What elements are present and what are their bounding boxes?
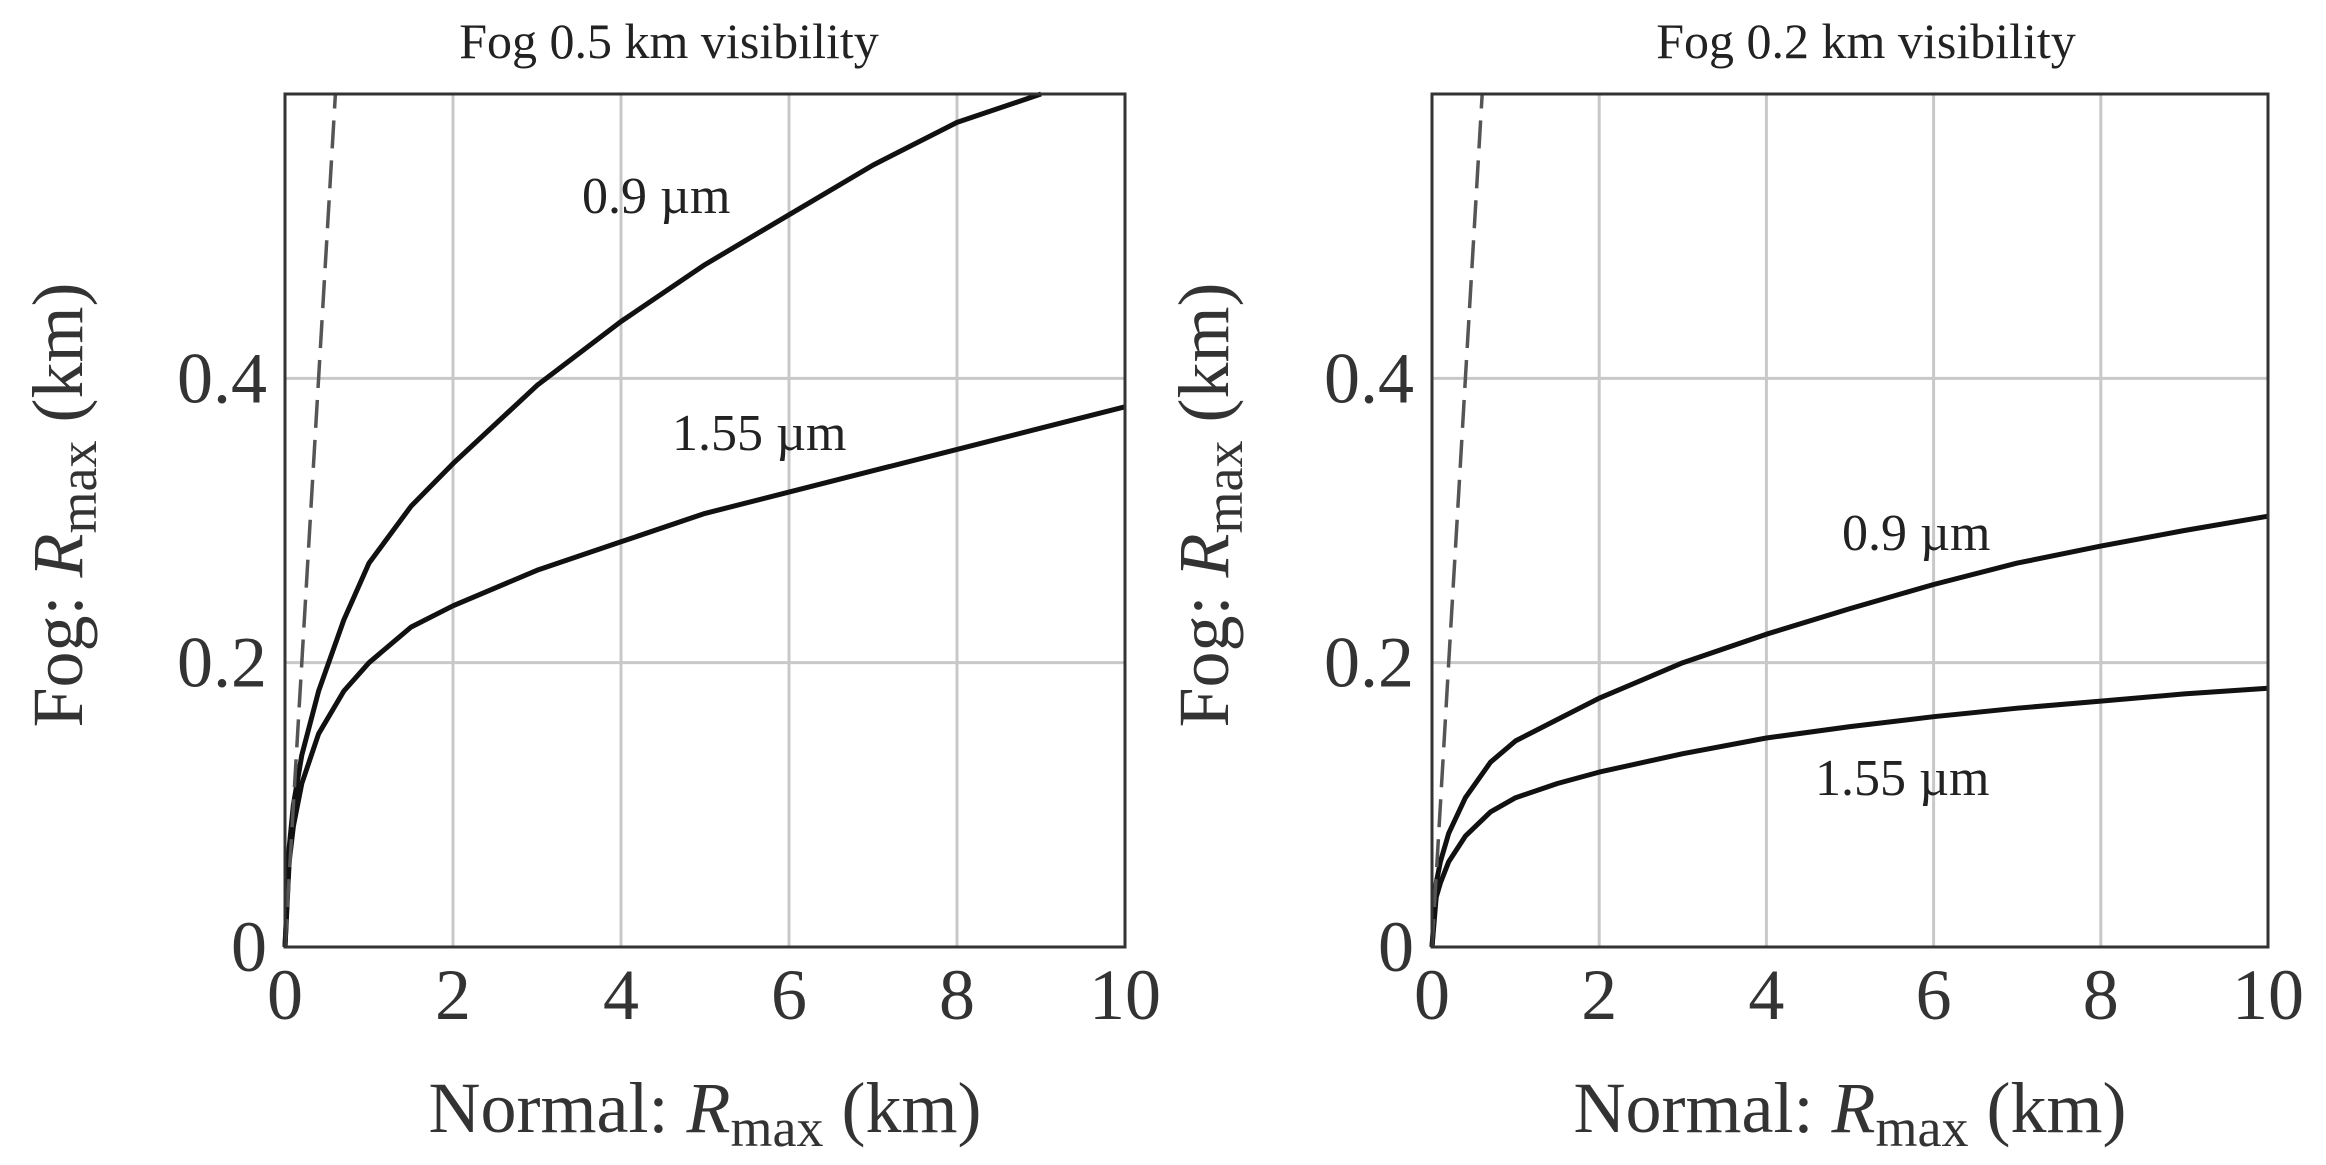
y-tick-label: 0 bbox=[1378, 907, 1414, 987]
series-line-0.9-m bbox=[1429, 513, 2269, 948]
x-axis-label: Normal: Rmax (km) bbox=[429, 1068, 982, 1158]
y-tick-label: 0.2 bbox=[177, 623, 267, 703]
ticks: 0 2 4 6 8 10 0 0.2 0.4 bbox=[177, 338, 1161, 1035]
x-axis-label-unit: (km) bbox=[1968, 1068, 2126, 1148]
x-tick-label: 4 bbox=[1748, 955, 1784, 1035]
ticks: 0 2 4 6 8 10 0 0.2 0.4 bbox=[1324, 338, 2304, 1035]
series-line-y-x bbox=[1430, 93, 1484, 948]
x-tick-label: 6 bbox=[1916, 955, 1952, 1035]
x-tick-label: 8 bbox=[939, 955, 975, 1035]
x-tick-label: 10 bbox=[2232, 955, 2304, 1035]
series-line-1.55-m bbox=[1429, 685, 2269, 948]
x-tick-label: 2 bbox=[1581, 955, 1617, 1035]
y-tick-label: 0.4 bbox=[1324, 338, 1414, 418]
y-axis-label: Fog: Rmax (km) bbox=[18, 283, 108, 728]
y-axis-label-prefix: Fog: bbox=[18, 577, 98, 727]
series-line-y-x bbox=[283, 93, 338, 948]
y-axis-label-symbol: R bbox=[1164, 533, 1244, 578]
x-axis-label-prefix: Normal: bbox=[429, 1068, 687, 1148]
x-axis-label-symbol: R bbox=[1831, 1068, 1876, 1148]
series-label-0.9um: 0.9 µm bbox=[1842, 505, 1990, 562]
x-axis-label-subscript: max bbox=[1875, 1098, 1968, 1158]
series-line-1.55-m bbox=[282, 404, 1126, 948]
chart-panel-fog-0.5km: Fog 0.5 km visibility 0 2 4 6 8 10 0 0.2 0.4 0.9… bbox=[18, 13, 1161, 1158]
x-tick-label: 0 bbox=[1414, 955, 1450, 1035]
series-label-0.9um: 0.9 µm bbox=[582, 168, 730, 225]
series-line-0.9-m bbox=[282, 91, 1042, 948]
x-axis-label-prefix: Normal: bbox=[1574, 1068, 1832, 1148]
series-label-1.55um: 1.55 µm bbox=[1815, 750, 1989, 807]
x-tick-label: 0 bbox=[267, 955, 303, 1035]
series-label-1.55um: 1.55 µm bbox=[672, 405, 846, 462]
x-tick-label: 2 bbox=[435, 955, 471, 1035]
chart-title: Fog 0.2 km visibility bbox=[1656, 13, 2076, 69]
y-axis-label-symbol: R bbox=[18, 533, 98, 578]
series bbox=[282, 91, 1126, 948]
x-tick-label: 8 bbox=[2083, 955, 2119, 1035]
x-tick-label: 10 bbox=[1089, 955, 1161, 1035]
series bbox=[1429, 93, 2269, 948]
y-axis-label-subscript: max bbox=[1194, 440, 1254, 533]
x-axis-label-subscript: max bbox=[730, 1098, 823, 1158]
x-axis-label-unit: (km) bbox=[823, 1068, 981, 1148]
chart-panel-fog-0.2km: Fog 0.2 km visibility 0 2 4 6 8 10 0 0.2 0.4 0.9… bbox=[1164, 13, 2304, 1158]
y-axis-label-subscript: max bbox=[48, 440, 108, 533]
chart-title: Fog 0.5 km visibility bbox=[459, 13, 879, 69]
y-tick-label: 0.4 bbox=[177, 338, 267, 418]
grid bbox=[1432, 94, 2268, 947]
y-axis-label-unit: (km) bbox=[18, 283, 98, 441]
y-axis-label-unit: (km) bbox=[1164, 283, 1244, 441]
y-axis-label: Fog: Rmax (km) bbox=[1164, 283, 1254, 728]
x-tick-label: 6 bbox=[771, 955, 807, 1035]
x-axis-label-symbol: R bbox=[686, 1068, 731, 1148]
y-tick-label: 0.2 bbox=[1324, 623, 1414, 703]
plot-frame bbox=[1430, 92, 2270, 949]
plot-frame bbox=[283, 92, 1127, 949]
y-tick-label: 0 bbox=[231, 907, 267, 987]
y-axis-label-prefix: Fog: bbox=[1164, 577, 1244, 727]
x-axis-label: Normal: Rmax (km) bbox=[1574, 1068, 2127, 1158]
x-tick-label: 4 bbox=[603, 955, 639, 1035]
grid bbox=[285, 94, 1125, 947]
